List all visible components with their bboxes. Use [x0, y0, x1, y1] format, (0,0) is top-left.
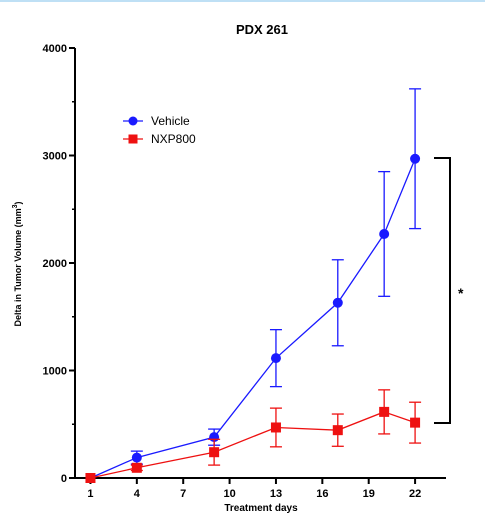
y-tick-label: 1000 — [43, 366, 67, 378]
legend-label-nxp800: NXP800 — [151, 132, 196, 146]
data-point-nxp800 — [270, 422, 281, 433]
significance-label: * — [458, 285, 464, 301]
legend-label-vehicle: Vehicle — [151, 114, 190, 128]
y-axis-label: Delta in Tumor Volume (mm3) — [12, 201, 23, 326]
x-tick-label: 19 — [363, 488, 375, 500]
data-point-nxp800 — [209, 447, 220, 458]
y-axis-label-main: Delta in Tumor Volume (mm — [13, 208, 23, 326]
data-point-vehicle — [410, 153, 421, 164]
x-axis: 1 4 7 10 13 16 19 22 — [75, 477, 446, 500]
x-ticks: 1 4 7 10 13 16 19 22 — [87, 478, 421, 500]
series-vehicle — [85, 88, 422, 483]
y-axis: 0 1000 2000 3000 4000 — [43, 43, 76, 485]
x-tick-label: 10 — [223, 488, 235, 500]
data-point-nxp800 — [131, 462, 142, 473]
data-point-vehicle — [332, 297, 343, 308]
legend-item-vehicle: Vehicle — [123, 114, 190, 128]
series-layer — [85, 88, 422, 483]
legend-marker-vehicle — [128, 116, 138, 126]
y-axis-label-end: ) — [13, 201, 23, 204]
data-point-vehicle — [379, 228, 390, 239]
data-point-vehicle — [131, 452, 142, 463]
top-border — [0, 0, 485, 2]
y-tick-label: 4000 — [43, 43, 67, 55]
data-point-vehicle — [270, 353, 281, 364]
data-point-nxp800 — [332, 425, 343, 436]
bracket-line — [434, 157, 451, 424]
y-axis-label-superscript: 3 — [12, 204, 19, 208]
x-tick-label: 1 — [87, 488, 93, 500]
x-tick-label: 4 — [134, 488, 141, 500]
series-line-vehicle — [90, 158, 416, 479]
y-tick-label: 2000 — [43, 258, 67, 270]
legend-marker-nxp800 — [128, 134, 138, 144]
data-point-nxp800 — [410, 417, 421, 428]
chart-title: PDX 261 — [236, 22, 288, 37]
x-tick-label: 22 — [409, 488, 421, 500]
y-ticks: 0 1000 2000 3000 4000 — [43, 43, 75, 485]
y-tick-label: 0 — [61, 473, 67, 485]
x-tick-label: 7 — [180, 488, 186, 500]
legend-item-nxp800: NXP800 — [123, 132, 196, 146]
data-point-nxp800 — [379, 406, 390, 417]
x-tick-label: 13 — [270, 488, 282, 500]
x-tick-label: 16 — [316, 488, 328, 500]
significance-bracket: * — [434, 157, 464, 424]
x-axis-label: Treatment days — [224, 503, 298, 514]
series-nxp800 — [85, 389, 422, 483]
legend: Vehicle NXP800 — [123, 114, 196, 146]
y-tick-label: 3000 — [43, 151, 67, 163]
data-point-nxp800 — [85, 473, 96, 483]
